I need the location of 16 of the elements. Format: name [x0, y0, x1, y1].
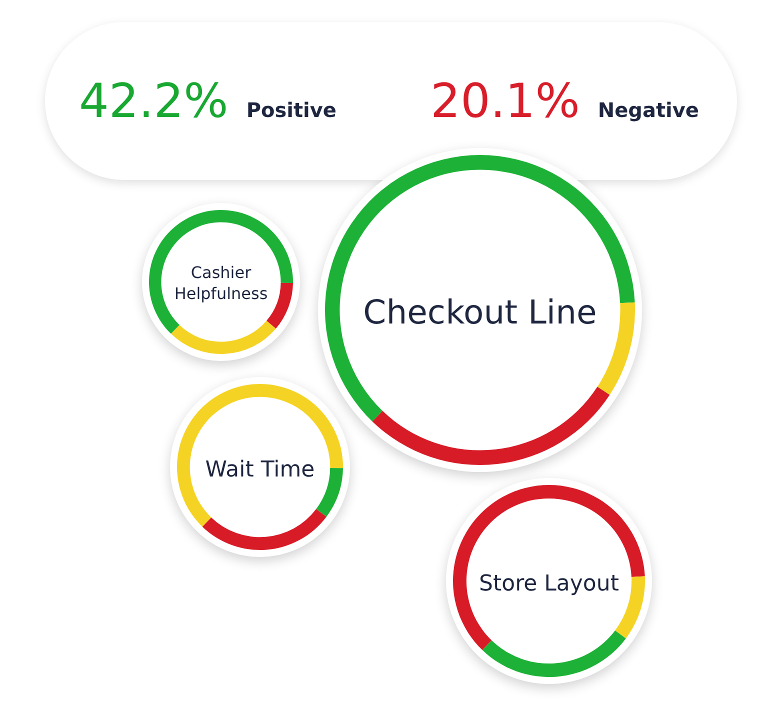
donut-slice	[453, 485, 645, 650]
text: Cashier Helpfulness	[174, 263, 268, 303]
text: 42.2%	[79, 74, 228, 128]
text: 20.1%	[430, 74, 580, 128]
donut-slice	[316, 468, 343, 517]
donut-slice	[202, 509, 326, 550]
donut-slice	[149, 210, 293, 334]
donut-slice	[266, 282, 293, 329]
text: Store Layout	[479, 572, 620, 596]
text: Wait Time	[205, 458, 315, 482]
donut-slice	[170, 320, 276, 354]
donut-slice	[482, 630, 626, 677]
text: Checkout Line	[363, 292, 597, 332]
donut-slice	[177, 384, 343, 527]
text: Negative	[598, 98, 699, 122]
text: Positive	[246, 98, 336, 122]
